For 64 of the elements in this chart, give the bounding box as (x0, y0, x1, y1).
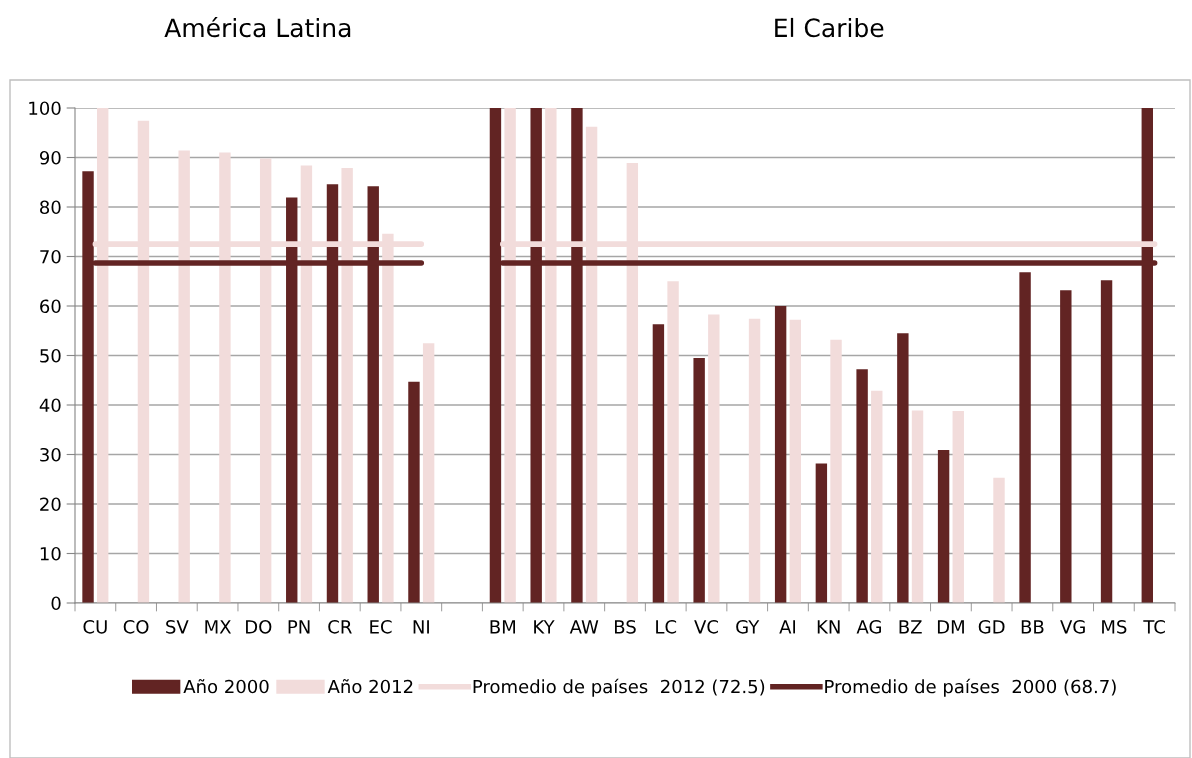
bar (856, 369, 868, 603)
x-tick-label: EC (370, 619, 392, 634)
x-tick-label: AI (779, 620, 796, 634)
legend-label: Año 2000 (183, 679, 269, 694)
x-tick-label: BB (1021, 620, 1044, 634)
x-tick-label: DO (246, 619, 272, 634)
y-tick-label: 60 (40, 299, 61, 314)
bar (871, 390, 883, 603)
x-tick-label: AG (856, 619, 881, 634)
bar (408, 381, 420, 603)
x-tick-label: MX (205, 620, 231, 634)
x-tick-label: LC (656, 619, 677, 634)
text: El Caribe (775, 17, 884, 38)
legend-label: Promedio de países 2012 (72.5) (473, 678, 765, 697)
bar (652, 324, 665, 603)
x-tick-label: BZ (899, 620, 922, 634)
legend-label: Promedio de países 2000 (68.7) (825, 678, 1116, 697)
x-tick-label: MS (1102, 619, 1127, 634)
x-tick-label: GY (736, 619, 760, 634)
x-tick-label: CR (328, 619, 352, 634)
bar (1100, 280, 1113, 603)
y-tick-label: 30 (40, 447, 61, 462)
bar (815, 463, 828, 603)
x-tick-label: BM (490, 620, 515, 634)
x-tick-label: CU (83, 619, 107, 634)
x-tick-label: SV (166, 619, 189, 634)
x-tick-label: DM (937, 620, 964, 634)
bar (748, 318, 761, 603)
x-tick-label: PN (288, 620, 310, 634)
bar (789, 319, 801, 603)
y-tick-label: 100 (29, 101, 61, 116)
bar (708, 314, 720, 603)
y-tick-label: 70 (40, 249, 61, 264)
x-tick-label: AW (569, 620, 599, 634)
bar (952, 410, 964, 603)
bar (937, 450, 950, 603)
bar (830, 339, 842, 603)
x-tick-label: KY (534, 620, 555, 634)
y-tick-label: 80 (40, 200, 61, 215)
bar (993, 477, 1005, 603)
x-tick-label: GD (978, 619, 1005, 634)
y-tick-label: 50 (40, 348, 61, 363)
bar (667, 281, 679, 603)
x-tick-label: NI (413, 620, 429, 634)
x-tick-label: BS (615, 619, 636, 634)
bar (1060, 290, 1072, 603)
bar (422, 343, 435, 603)
x-tick-label: KN (817, 620, 840, 634)
bar (774, 306, 787, 603)
x-tick-label: VC (694, 619, 718, 634)
bar (1019, 272, 1031, 603)
x-tick-label: VG (1060, 619, 1085, 634)
y-tick-label: 40 (39, 398, 61, 413)
y-tick-label: 0 (51, 596, 61, 611)
bar (693, 357, 705, 603)
x-tick-label: CO (123, 619, 149, 634)
y-tick-label: 90 (39, 150, 61, 165)
bar (911, 410, 924, 603)
bar (897, 333, 909, 603)
y-tick-label: 20 (40, 497, 61, 512)
x-tick-label: TC (1143, 619, 1165, 634)
text: América Latina (164, 16, 351, 38)
y-tick-label: 10 (40, 546, 61, 561)
legend-label: Año 2012 (327, 679, 413, 694)
